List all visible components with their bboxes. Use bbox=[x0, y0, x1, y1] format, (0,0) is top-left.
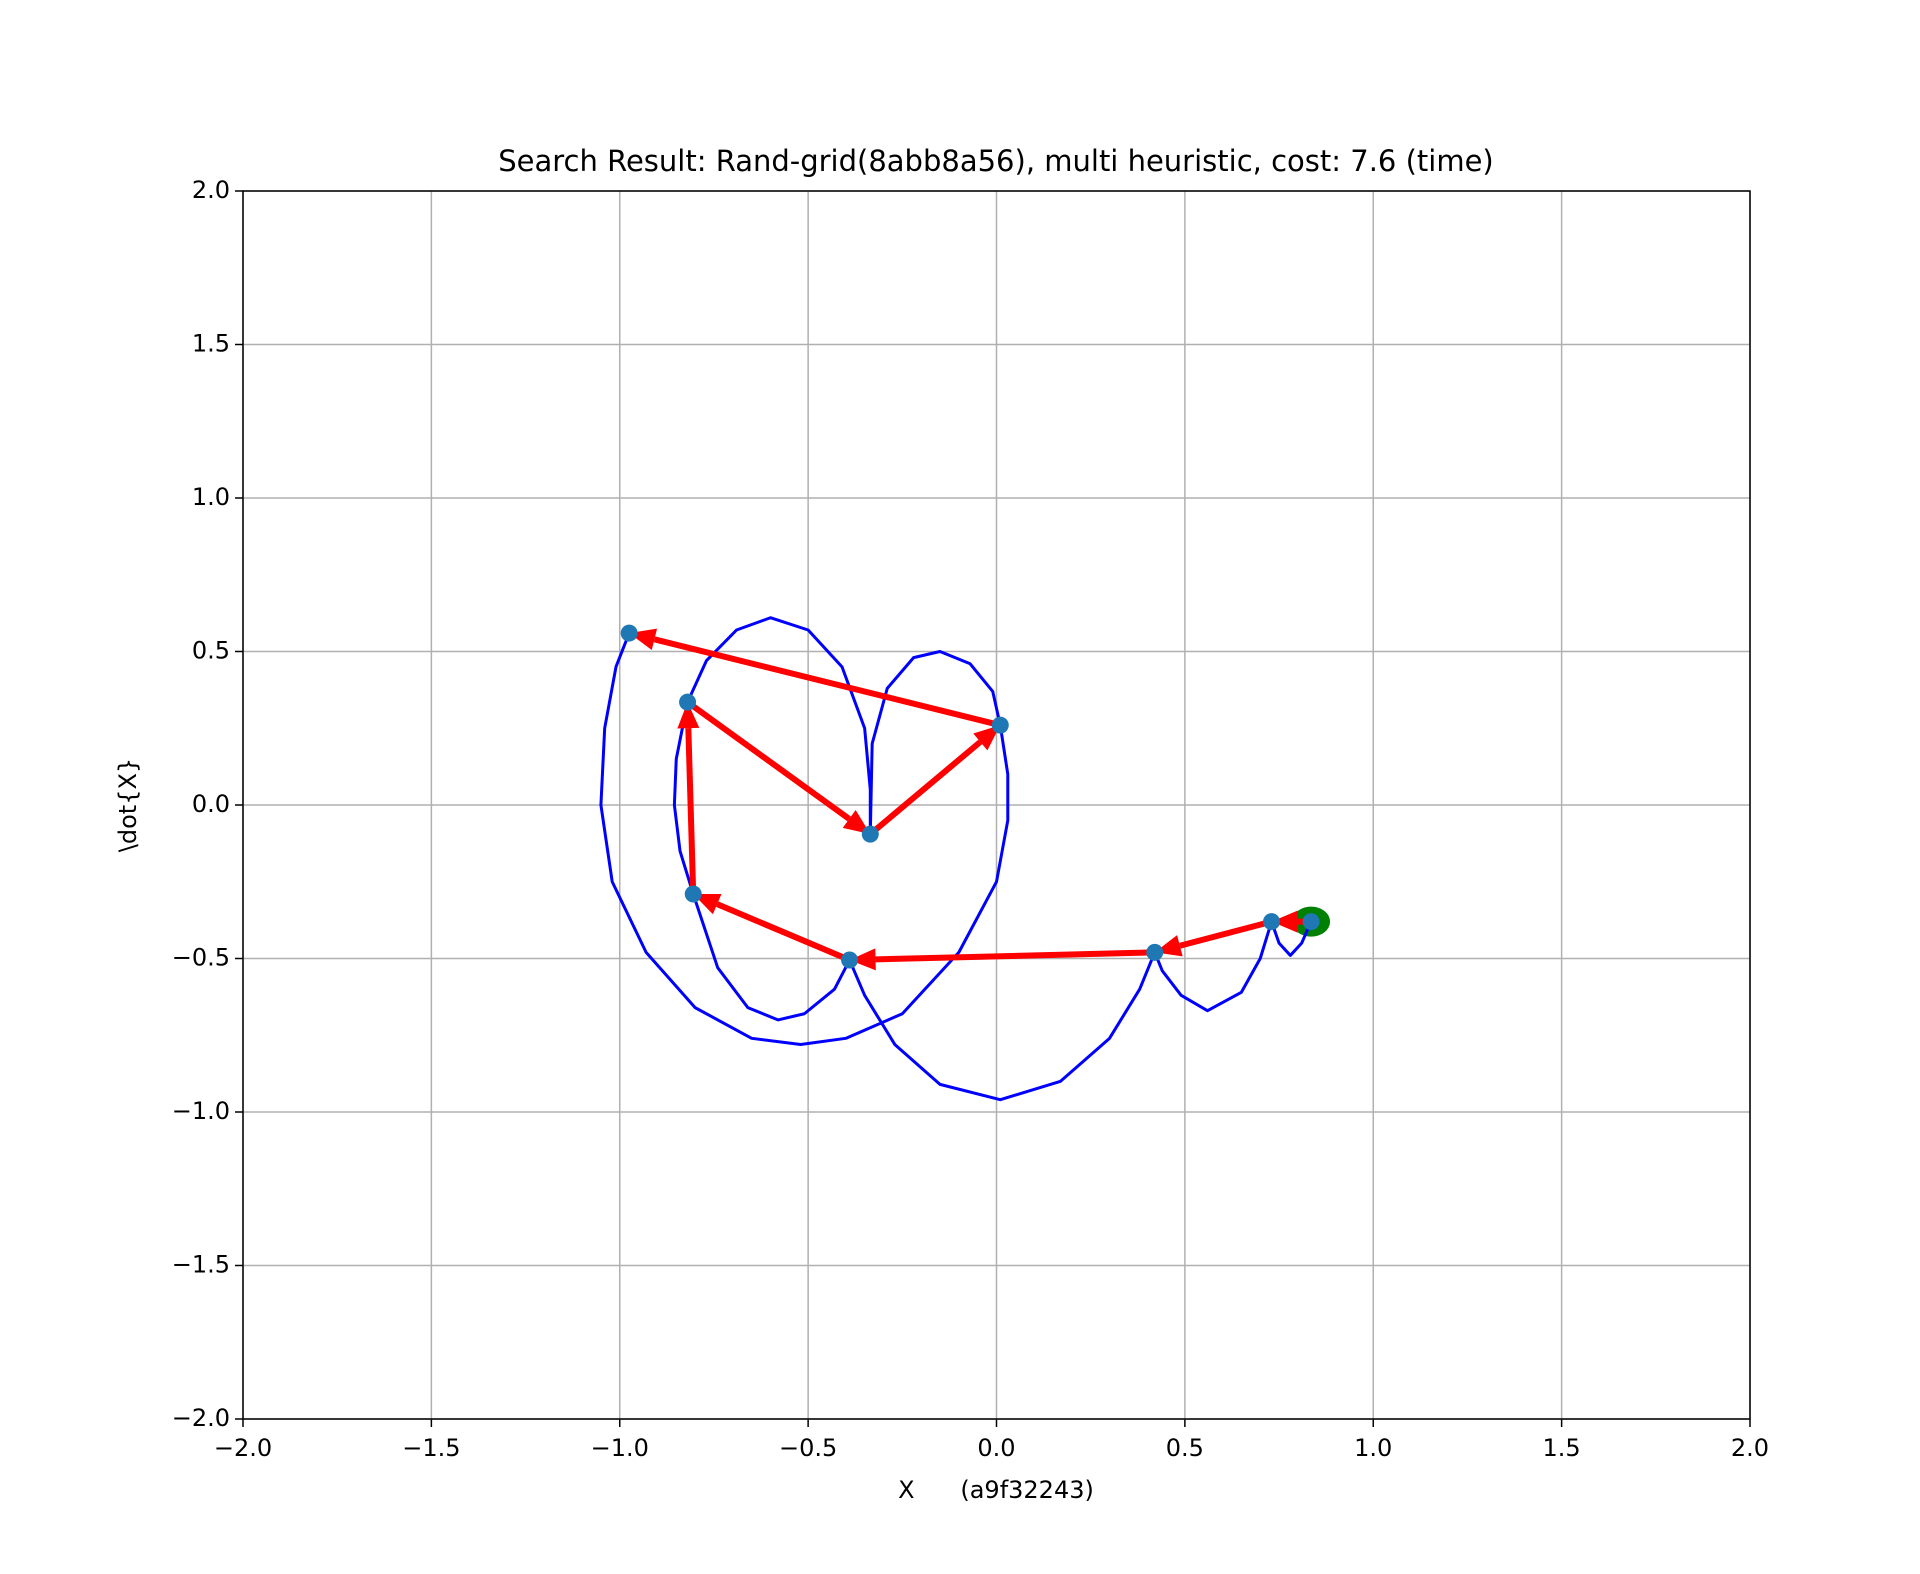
node-marker bbox=[841, 951, 859, 969]
plot-frame bbox=[242, 190, 1751, 1420]
x-axis-label: X (a9f32243) bbox=[898, 1476, 1094, 1504]
arrow-shaft bbox=[875, 949, 1155, 963]
arrow-shaft bbox=[685, 699, 851, 822]
x-tick-label: 0.0 bbox=[977, 1434, 1015, 1462]
node-marker bbox=[684, 885, 702, 903]
node-marker bbox=[1302, 913, 1320, 931]
x-tick-label: 2.0 bbox=[1731, 1434, 1769, 1462]
arrow-shaft bbox=[653, 636, 1001, 729]
x-tick-label: 1.0 bbox=[1354, 1434, 1392, 1462]
node-marker bbox=[620, 624, 638, 642]
arrow bbox=[693, 894, 851, 963]
arrow-shaft bbox=[868, 739, 983, 837]
y-tick-label: −1.5 bbox=[172, 1251, 230, 1279]
node-marker bbox=[1146, 943, 1164, 961]
arrow-head bbox=[842, 810, 871, 835]
node-marker bbox=[861, 825, 879, 843]
y-axis-label: \dot{X} bbox=[114, 758, 142, 852]
arrow-head bbox=[1271, 910, 1298, 933]
x-tick-label: 1.5 bbox=[1543, 1434, 1581, 1462]
chart-title: Search Result: Rand-grid(8abb8a56), mult… bbox=[498, 144, 1493, 178]
arrow-head bbox=[849, 948, 876, 971]
y-tick-label: 0.0 bbox=[192, 790, 230, 818]
node-marker bbox=[991, 716, 1009, 734]
x-tick-label: −1.0 bbox=[591, 1434, 649, 1462]
y-tick-label: 1.0 bbox=[192, 483, 230, 511]
x-tick-label: 0.5 bbox=[1166, 1434, 1204, 1462]
arrow-head bbox=[973, 725, 1001, 751]
arrow-shaft bbox=[716, 901, 851, 963]
y-tick-label: −0.5 bbox=[172, 944, 230, 972]
arrow-head bbox=[693, 894, 722, 915]
node-marker bbox=[679, 693, 697, 711]
arrow bbox=[868, 725, 1001, 837]
arrow bbox=[677, 702, 700, 895]
y-tick-label: 1.5 bbox=[192, 330, 230, 358]
y-tick-label: 2.0 bbox=[192, 176, 230, 204]
node-marker bbox=[1263, 913, 1281, 931]
arrow-shaft bbox=[685, 728, 697, 895]
arrow-shaft bbox=[1179, 918, 1273, 949]
arrow-head bbox=[677, 702, 700, 729]
arrow bbox=[849, 948, 1155, 971]
y-tick-label: −1.0 bbox=[172, 1097, 230, 1125]
x-tick-label: −2.0 bbox=[214, 1434, 272, 1462]
y-tick-label: 0.5 bbox=[192, 637, 230, 665]
y-tick-label: −2.0 bbox=[172, 1404, 230, 1432]
x-tick-label: −1.5 bbox=[402, 1434, 460, 1462]
arrow bbox=[685, 699, 871, 835]
x-tick-label: −0.5 bbox=[779, 1434, 837, 1462]
